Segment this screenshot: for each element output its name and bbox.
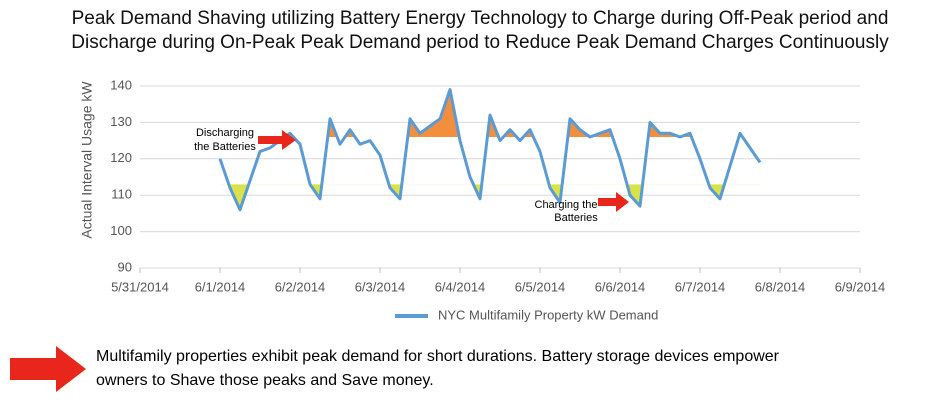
chart-title: Discharge during On-Peak Peak Demand per… (71, 32, 889, 53)
chart-title: Peak Demand Shaving utilizing Battery En… (72, 8, 889, 29)
legend-label: NYC Multifamily Property kW Demand (438, 307, 658, 322)
annotation: Discharging (196, 127, 254, 139)
annotation: Charging the (535, 199, 598, 211)
footer-text: Multifamily properties exhibit peak dema… (96, 348, 780, 365)
x-tick-label: 6/9/2014 (835, 279, 886, 294)
arrow (598, 192, 629, 212)
x-tick-label: 6/5/2014 (515, 279, 566, 294)
x-tick-label: 5/31/2014 (111, 279, 169, 294)
arrow (258, 130, 296, 150)
x-tick-label: 6/4/2014 (435, 279, 486, 294)
x-tick-label: 6/2/2014 (275, 279, 326, 294)
plot-area: 90 100 110 120 130 140 5/31/2014 6/1/2014 6/2/20… (110, 77, 885, 294)
x-tick-label: 6/1/2014 (195, 279, 246, 294)
y-tick-label: 100 (110, 223, 132, 238)
y-tick-label: 120 (110, 150, 132, 165)
y-axis-label: Actual Interval Usage kW (79, 81, 95, 239)
y-tick-label: 90 (118, 259, 132, 274)
x-tick-label: 6/6/2014 (595, 279, 646, 294)
y-tick-label: 140 (110, 77, 132, 92)
annotation: the Batteries (194, 141, 256, 153)
arrow (10, 346, 86, 392)
y-tick-label: 130 (110, 114, 132, 129)
data-line (218, 88, 762, 212)
x-tick-label: 6/7/2014 (675, 279, 726, 294)
y-tick-label: 110 (111, 187, 132, 202)
footer-text: owners to Shave those peaks and Save mon… (96, 372, 434, 389)
x-tick-label: 6/3/2014 (355, 279, 406, 294)
x-tick-label: 6/8/2014 (755, 279, 806, 294)
annotation: Batteries (554, 212, 598, 224)
